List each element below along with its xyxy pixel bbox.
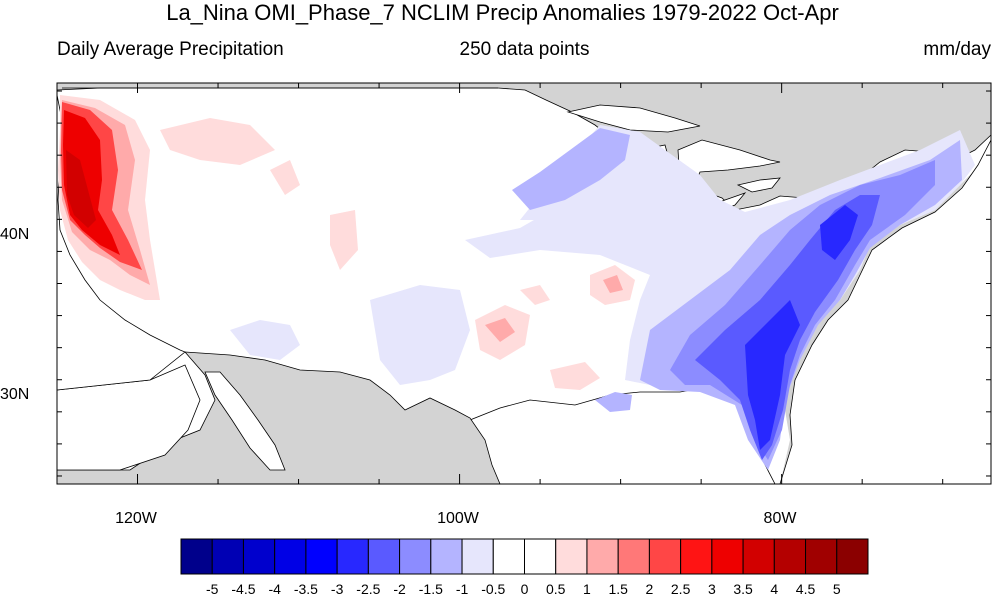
colorbar-swatch	[524, 538, 557, 575]
colorbar-swatch	[274, 538, 307, 575]
negative-anomalies	[230, 125, 975, 470]
colorbar: -5 -4.5 -4 -3.5 -3 -2.5 -2 -1.5 -1 -0.5 0 0.5 1 1.5 2 2…	[180, 538, 869, 597]
colorbar-label: -1	[456, 581, 469, 597]
colorbar-label: 0	[521, 581, 529, 597]
colorbar-swatch	[492, 538, 526, 575]
colorbar-swatch	[617, 538, 650, 575]
colorbar-swatch	[180, 538, 213, 575]
colorbar-swatch	[430, 538, 463, 575]
colorbar-swatch	[211, 538, 244, 575]
subtitle-center: 250 data points	[459, 39, 590, 60]
colorbar-label: -4.5	[231, 581, 255, 597]
colorbar-label: -4	[268, 581, 281, 597]
colorbar-label: 1.5	[608, 581, 628, 597]
colorbar-label: -3.5	[294, 581, 318, 597]
lon-tick-label-80w: 80W	[763, 510, 797, 527]
colorbar-label: 4	[770, 581, 778, 597]
colorbar-swatch	[399, 538, 432, 575]
colorbar-label: 5	[833, 581, 841, 597]
colorbar-swatch	[742, 538, 775, 575]
colorbar-label: 3.5	[733, 581, 753, 597]
colorbar-label: -1.5	[419, 581, 443, 597]
colorbar-swatch	[680, 538, 713, 575]
colorbar-swatch	[336, 538, 369, 575]
colorbar-label: -5	[206, 581, 219, 597]
lon-tick-label-100w: 100W	[437, 510, 479, 527]
colorbar-label: -2	[393, 581, 406, 597]
subtitle-units: mm/day	[923, 39, 991, 60]
colorbar-swatch	[648, 538, 682, 575]
colorbar-swatch	[461, 538, 494, 575]
colorbar-label: 4.5	[796, 581, 816, 597]
lon-tick-label-120w: 120W	[115, 510, 157, 527]
colorbar-swatch	[773, 538, 807, 575]
colorbar-swatch	[367, 538, 401, 575]
colorbar-swatch	[305, 538, 338, 575]
colorbar-label: 1	[583, 581, 591, 597]
axis-ticks	[56, 83, 991, 484]
colorbar-swatch	[805, 538, 838, 575]
colorbar-label: 0.5	[546, 581, 566, 597]
colorbar-swatch	[242, 538, 276, 575]
colorbar-label: 2	[646, 581, 654, 597]
colorbar-swatch	[836, 538, 869, 575]
colorbar-swatch	[711, 538, 744, 575]
colorbar-label: -2.5	[356, 581, 380, 597]
colorbar-label: 2.5	[671, 581, 691, 597]
colorbar-label: 3	[708, 581, 716, 597]
colorbar-swatch	[555, 538, 588, 575]
lat-tick-label-30n: 30N	[0, 386, 30, 403]
map-area	[57, 83, 991, 484]
figure-title: La_Nina OMI_Phase_7 NCLIM Precip Anomali…	[166, 0, 839, 25]
lat-tick-label-40n: 40N	[0, 226, 30, 243]
subtitle-left: Daily Average Precipitation	[57, 39, 284, 60]
colorbar-label: -0.5	[481, 581, 505, 597]
positive-anomalies	[58, 95, 635, 390]
colorbar-label: -3	[331, 581, 344, 597]
colorbar-swatch	[586, 538, 619, 575]
